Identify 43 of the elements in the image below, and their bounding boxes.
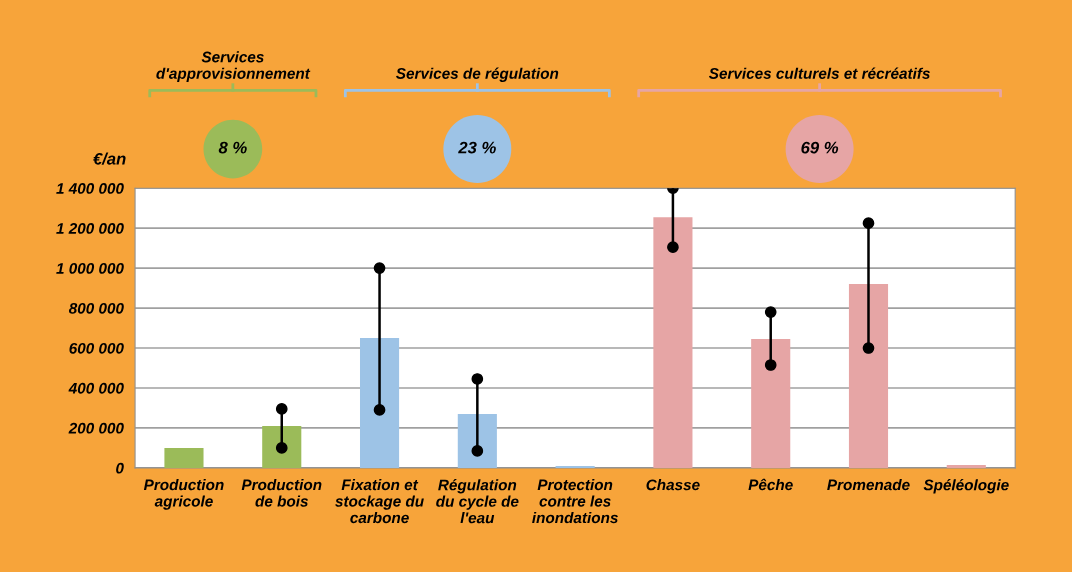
bar xyxy=(751,339,791,468)
y-tick-label: 0 xyxy=(116,462,124,474)
bar xyxy=(555,465,595,468)
y-axis-title: €/an xyxy=(93,152,126,165)
point xyxy=(471,373,484,385)
x-tick-label: Production de bois xyxy=(241,479,322,507)
point xyxy=(471,445,484,457)
bar xyxy=(653,217,693,468)
x-tick-label: Production agricole xyxy=(143,479,224,510)
bar xyxy=(457,413,497,468)
text: Services de régulation xyxy=(396,67,559,82)
text: Services culturels et récréatifs xyxy=(708,67,930,79)
y-tick-label: 400 000 xyxy=(68,382,124,394)
point xyxy=(275,403,288,415)
point xyxy=(764,306,777,318)
x-tick-label: Promenade xyxy=(827,479,910,491)
point xyxy=(373,262,386,274)
bar xyxy=(359,338,400,468)
x-tick-label: Chasse xyxy=(646,479,700,491)
point xyxy=(667,241,679,253)
x-tick-label: Fixation et stockage du carbone xyxy=(335,479,424,524)
bar xyxy=(164,447,204,468)
bar xyxy=(946,464,986,468)
y-tick-label: 800 000 xyxy=(68,302,124,314)
text: Services d'approvisionnement xyxy=(156,51,311,82)
point xyxy=(764,359,777,371)
point xyxy=(862,217,875,229)
y-tick-label: 600 000 xyxy=(69,342,124,354)
x-tick-label: Protection contre les inondations xyxy=(532,479,618,524)
text: 8 % xyxy=(218,141,247,154)
point xyxy=(373,404,386,416)
y-tick-label: 1 400 000 xyxy=(56,183,124,194)
x-tick-label: Spéléologie xyxy=(923,479,1009,494)
text: 69 % xyxy=(801,141,839,154)
y-tick-label: 1 000 000 xyxy=(56,262,124,274)
bar xyxy=(262,425,302,468)
y-tick-label: 200 000 xyxy=(68,422,124,434)
x-tick-label: Pêche xyxy=(748,478,793,491)
y-tick-label: 1 200 000 xyxy=(56,223,124,234)
x-tick-label: Régulation du cycle de l'eau xyxy=(436,479,519,524)
point xyxy=(862,342,875,354)
text: 23 % xyxy=(458,141,496,154)
bar xyxy=(848,284,889,468)
